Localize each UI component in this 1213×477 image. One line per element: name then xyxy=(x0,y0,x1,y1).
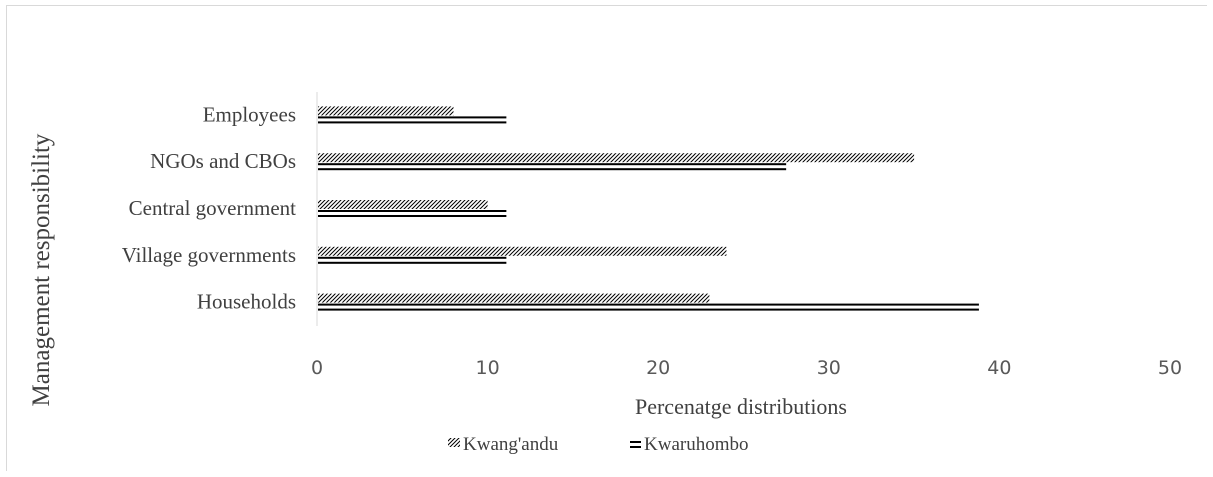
bar-kwangandu xyxy=(318,106,454,116)
y-category-label: Households xyxy=(197,290,296,314)
legend: Kwang'andu Kwaruhombo xyxy=(448,434,748,455)
x-tick-label: 20 xyxy=(646,357,670,379)
bar-chart: 0 10 20 30 40 50 Employees NGOs and CBOs Central… xyxy=(28,92,1182,455)
bar-kwaruhombo xyxy=(318,163,787,171)
y-category-label: Employees xyxy=(203,102,296,126)
x-tick-label: 10 xyxy=(476,357,500,379)
bar-kwaruhombo xyxy=(318,303,979,311)
y-axis-title: Management responsibility xyxy=(28,133,55,406)
chart-container: 0 10 20 30 40 50 Employees NGOs and CBOs Central… xyxy=(6,5,1207,471)
bar-kwaruhombo xyxy=(318,210,507,217)
x-tick-label: 50 xyxy=(1158,357,1182,379)
bar-kwangandu xyxy=(318,200,488,209)
y-category-label: Central government xyxy=(129,196,297,220)
bar-kwangandu xyxy=(318,153,915,163)
bar-kwangandu xyxy=(318,246,727,256)
y-category-label: NGOs and CBOs xyxy=(150,149,296,173)
x-tick-label: 40 xyxy=(987,357,1011,379)
bar-kwangandu xyxy=(318,293,710,303)
bar-kwaruhombo xyxy=(318,116,507,124)
legend-swatch-kwaruhombo xyxy=(630,441,641,448)
bar-kwaruhombo xyxy=(318,256,507,264)
x-axis-title: Percenatge distributions xyxy=(635,394,847,419)
y-category-label: Village governments xyxy=(122,243,296,267)
legend-item-kwaruhombo: Kwaruhombo xyxy=(630,434,748,455)
legend-item-kwangandu: Kwang'andu xyxy=(448,434,559,455)
legend-swatch-kwangandu xyxy=(448,438,460,447)
x-tick-label: 30 xyxy=(817,357,841,379)
legend-label-kwangandu: Kwang'andu xyxy=(463,434,559,455)
legend-label-kwaruhombo: Kwaruhombo xyxy=(644,434,748,455)
x-tick-label: 0 xyxy=(311,357,323,379)
